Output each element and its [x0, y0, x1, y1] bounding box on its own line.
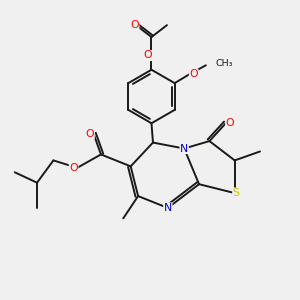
Text: CH₃: CH₃ — [215, 59, 233, 68]
Text: O: O — [85, 129, 94, 139]
Text: O: O — [226, 118, 234, 128]
Text: S: S — [233, 188, 240, 198]
Text: N: N — [180, 143, 188, 154]
Text: O: O — [69, 163, 78, 173]
Text: O: O — [143, 50, 152, 61]
Text: N: N — [164, 203, 172, 213]
Text: O: O — [189, 69, 198, 79]
Text: O: O — [130, 20, 139, 30]
